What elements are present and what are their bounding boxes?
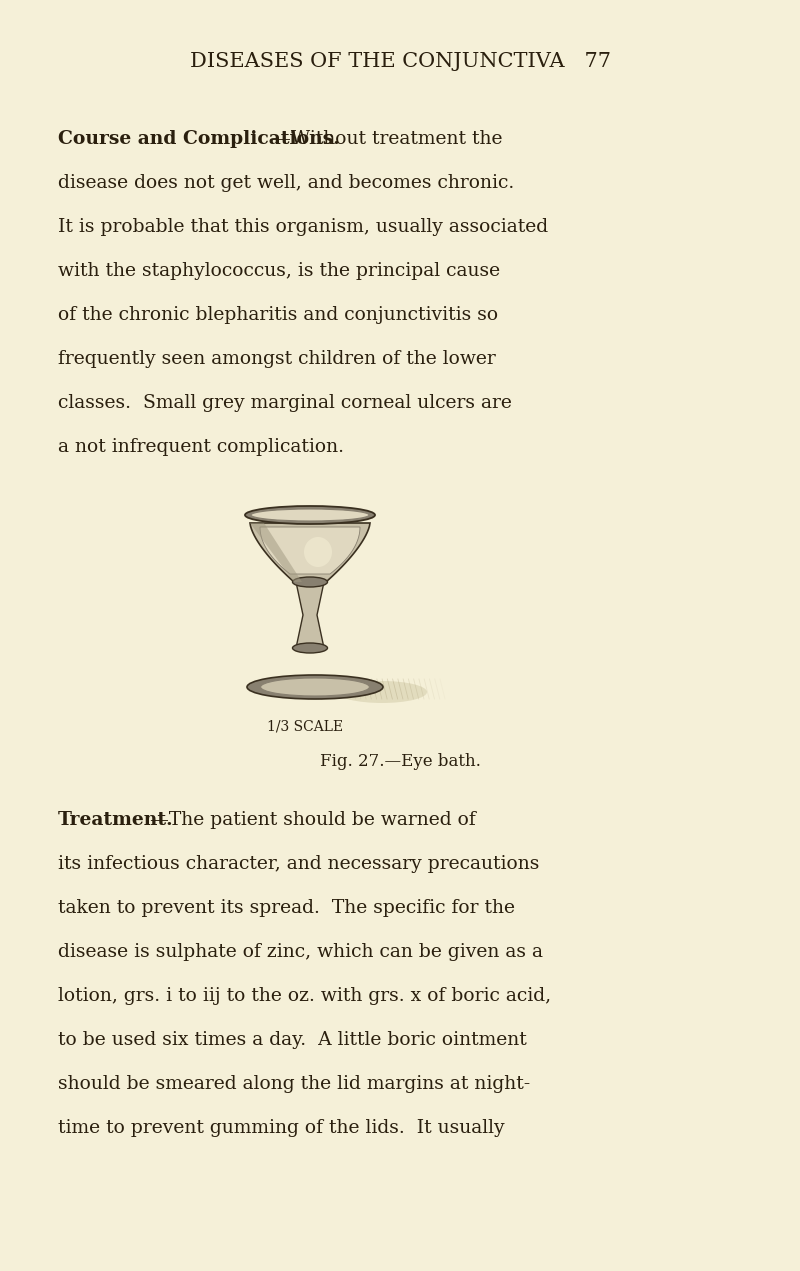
Ellipse shape (293, 643, 327, 653)
Polygon shape (296, 582, 324, 648)
Text: —Without treatment the: —Without treatment the (272, 130, 502, 147)
Text: disease is sulphate of zinc, which can be given as a: disease is sulphate of zinc, which can b… (58, 943, 543, 961)
Text: frequently seen amongst children of the lower: frequently seen amongst children of the … (58, 350, 496, 369)
Ellipse shape (261, 677, 370, 697)
Ellipse shape (245, 506, 375, 524)
Text: Treatment.: Treatment. (58, 811, 174, 829)
Text: classes.  Small grey marginal corneal ulcers are: classes. Small grey marginal corneal ulc… (58, 394, 512, 412)
Text: WEIsS: WEIsS (300, 681, 330, 690)
Text: to be used six times a day.  A little boric ointment: to be used six times a day. A little bor… (58, 1031, 526, 1049)
Polygon shape (250, 522, 370, 582)
Text: taken to prevent its spread.  The specific for the: taken to prevent its spread. The specifi… (58, 899, 515, 916)
Text: 1/3 SCALE: 1/3 SCALE (267, 719, 343, 733)
Ellipse shape (304, 538, 332, 567)
Text: —The patient should be warned of: —The patient should be warned of (150, 811, 476, 829)
Text: It is probable that this organism, usually associated: It is probable that this organism, usual… (58, 219, 548, 236)
Ellipse shape (247, 675, 383, 699)
Polygon shape (250, 522, 302, 582)
Text: Course and Complications.: Course and Complications. (58, 130, 340, 147)
Text: a not infrequent complication.: a not infrequent complication. (58, 438, 344, 456)
Ellipse shape (251, 508, 369, 521)
Text: its infectious character, and necessary precautions: its infectious character, and necessary … (58, 855, 539, 873)
Polygon shape (260, 527, 360, 574)
Text: lotion, grs. i to iij to the oz. with grs. x of boric acid,: lotion, grs. i to iij to the oz. with gr… (58, 988, 551, 1005)
Ellipse shape (293, 577, 327, 587)
Ellipse shape (337, 681, 427, 703)
Text: disease does not get well, and becomes chronic.: disease does not get well, and becomes c… (58, 174, 514, 192)
Text: time to prevent gumming of the lids.  It usually: time to prevent gumming of the lids. It … (58, 1118, 505, 1138)
Text: DISEASES OF THE CONJUNCTIVA   77: DISEASES OF THE CONJUNCTIVA 77 (190, 52, 610, 71)
Text: of the chronic blepharitis and conjunctivitis so: of the chronic blepharitis and conjuncti… (58, 306, 498, 324)
Text: should be smeared along the lid margins at night-: should be smeared along the lid margins … (58, 1075, 530, 1093)
Text: Fig. 27.—Eye bath.: Fig. 27.—Eye bath. (319, 752, 481, 770)
Text: with the staphylococcus, is the principal cause: with the staphylococcus, is the principa… (58, 262, 500, 280)
